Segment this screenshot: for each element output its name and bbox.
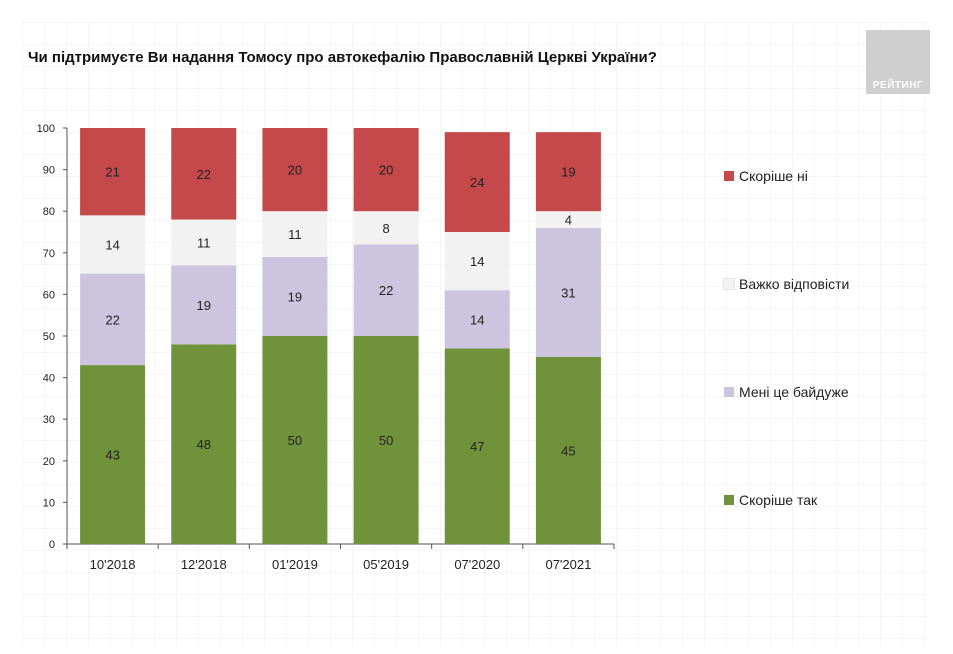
legend-label-skorishe-ni: Скоріше ні xyxy=(739,168,808,184)
legend-item-skorishe-tak: Скоріше так xyxy=(724,492,817,508)
data-label: 14 xyxy=(470,312,484,327)
bar-segment xyxy=(444,232,510,291)
bar-segment xyxy=(535,227,601,357)
data-label: 50 xyxy=(288,433,302,448)
chart-title: Чи підтримуєте Ви надання Томосу про авт… xyxy=(28,49,657,66)
bar-segment xyxy=(80,215,146,274)
bar-segment xyxy=(171,344,237,544)
data-label: 24 xyxy=(470,175,484,190)
bar-segment xyxy=(353,128,419,212)
bar-segment xyxy=(80,128,146,216)
bar-segment xyxy=(353,336,419,544)
x-tick-label: 07'2021 xyxy=(545,557,591,572)
bar-segment xyxy=(444,348,510,544)
data-label: 21 xyxy=(105,165,119,180)
y-tick-label: 90 xyxy=(43,165,55,177)
bar-segment xyxy=(171,265,237,345)
y-tick-label: 30 xyxy=(43,414,55,426)
data-label: 4 xyxy=(565,213,572,228)
bar-segment xyxy=(171,219,237,266)
bar-segment xyxy=(444,132,510,232)
x-tick-label: 01'2019 xyxy=(272,557,318,572)
bar-segment xyxy=(262,256,328,336)
data-label: 14 xyxy=(105,237,119,252)
bar-segment xyxy=(262,336,328,544)
legend-label-vazhko-vidpovisty: Важко відповісти xyxy=(739,276,850,292)
data-label: 50 xyxy=(379,433,393,448)
data-label: 31 xyxy=(561,285,575,300)
data-label: 11 xyxy=(197,235,211,250)
legend-swatch-skorishe-ni xyxy=(724,171,734,181)
data-label: 20 xyxy=(379,163,393,178)
legend-item-skorishe-ni: Скоріше ні xyxy=(724,168,808,184)
bar-segment xyxy=(80,273,146,366)
bar-segment xyxy=(444,290,510,349)
x-tick-label: 10'2018 xyxy=(90,557,136,572)
data-label: 8 xyxy=(382,221,389,236)
y-tick-label: 100 xyxy=(37,123,55,135)
data-label: 19 xyxy=(197,298,211,313)
bar-segment xyxy=(353,211,419,245)
data-label: 11 xyxy=(288,227,302,242)
legend-item-vazhko-vidpovisty: Важко відповісти xyxy=(723,276,850,292)
legend-swatch-meni-baiduzhe xyxy=(724,387,734,397)
legend-swatch-vazhko-vidpovisty xyxy=(723,278,735,290)
x-tick-label: 07'2020 xyxy=(454,557,500,572)
data-label: 22 xyxy=(105,312,119,327)
data-label: 47 xyxy=(470,439,484,454)
rating-logo: РЕЙТИНГ xyxy=(866,30,930,94)
data-label: 20 xyxy=(288,163,302,178)
y-tick-label: 50 xyxy=(43,331,55,343)
y-tick-label: 70 xyxy=(43,248,55,260)
legend-item-meni-baiduzhe: Мені це байдуже xyxy=(724,384,849,400)
data-label: 43 xyxy=(105,448,119,463)
legend-label-skorishe-tak: Скоріше так xyxy=(739,492,818,508)
data-label: 48 xyxy=(197,437,211,452)
y-tick-label: 20 xyxy=(43,456,55,468)
data-label: 14 xyxy=(470,254,484,269)
data-label: 19 xyxy=(288,289,302,304)
x-tick-label: 05'2019 xyxy=(363,557,409,572)
legend-swatch-skorishe-tak xyxy=(724,495,734,505)
legend-label-meni-baiduzhe: Мені це байдуже xyxy=(739,384,849,400)
data-label: 45 xyxy=(561,443,575,458)
y-tick-label: 80 xyxy=(43,206,55,218)
bar-segment xyxy=(171,128,237,220)
y-tick-label: 10 xyxy=(43,497,55,509)
data-label: 22 xyxy=(379,283,393,298)
bar-segment xyxy=(262,211,328,257)
y-tick-label: 60 xyxy=(43,289,55,301)
bar-segment xyxy=(262,128,328,212)
logo-text: РЕЙТИНГ xyxy=(872,80,924,91)
y-tick-label: 0 xyxy=(49,539,55,551)
chart-legend: Скоріше ні Важко відповісти Мені це байд… xyxy=(723,160,924,520)
bar-segment xyxy=(80,365,146,544)
y-tick-label: 40 xyxy=(43,373,55,385)
x-tick-label: 12'2018 xyxy=(181,557,227,572)
bar-segment xyxy=(353,244,419,336)
bar-segment xyxy=(535,211,601,228)
bar-segment xyxy=(535,356,601,544)
bar-segment xyxy=(535,132,601,212)
data-label: 19 xyxy=(561,165,575,180)
data-label: 22 xyxy=(197,167,211,182)
